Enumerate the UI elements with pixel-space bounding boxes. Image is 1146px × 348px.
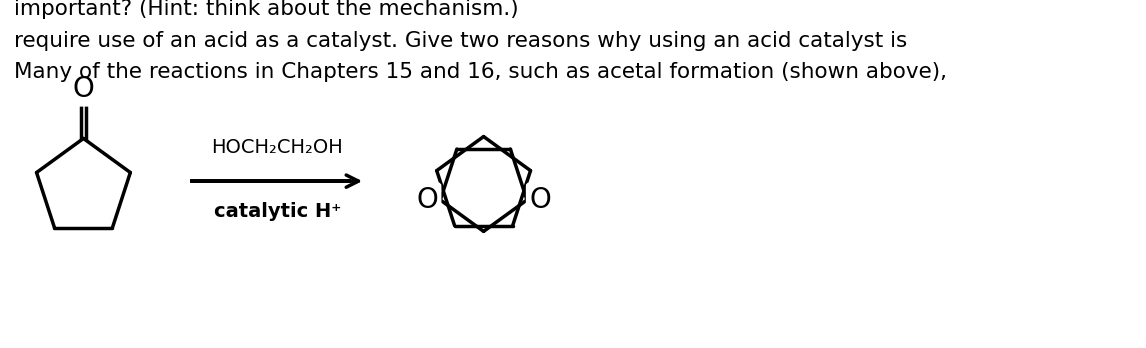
Text: O: O: [529, 186, 551, 214]
Text: O: O: [416, 186, 438, 214]
Text: catalytic H⁺: catalytic H⁺: [213, 202, 342, 221]
Text: O: O: [72, 75, 94, 103]
Text: require use of an acid as a catalyst. Give two reasons why using an acid catalys: require use of an acid as a catalyst. Gi…: [14, 31, 908, 51]
Text: Many of the reactions in Chapters 15 and 16, such as acetal formation (shown abo: Many of the reactions in Chapters 15 and…: [14, 62, 948, 82]
Text: HOCH₂CH₂OH: HOCH₂CH₂OH: [212, 139, 344, 157]
Text: important? (Hint: think about the mechanism.): important? (Hint: think about the mechan…: [14, 0, 519, 19]
